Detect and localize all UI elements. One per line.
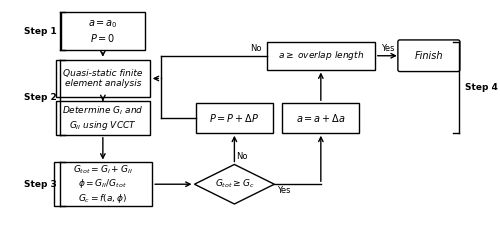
Text: $G_{tot} \geq G_c$: $G_{tot} \geq G_c$ (214, 178, 254, 191)
FancyBboxPatch shape (398, 40, 460, 72)
Text: $a = a_0$
$P = 0$: $a = a_0$ $P = 0$ (88, 18, 118, 44)
Text: No: No (236, 152, 248, 161)
FancyBboxPatch shape (54, 163, 152, 206)
Polygon shape (194, 164, 274, 204)
Text: Yes: Yes (277, 186, 290, 195)
Text: $G_{tot} = G_{I} + G_{II}$
$\phi = G_{II}/G_{tot}$
$G_c = f(a, \phi)$: $G_{tot} = G_{I} + G_{II}$ $\phi = G_{II… (73, 163, 132, 205)
Text: Step 3: Step 3 (24, 180, 57, 189)
Text: $P = P + \Delta P$: $P = P + \Delta P$ (210, 112, 260, 124)
Text: $a \geq$ overlap length: $a \geq$ overlap length (278, 49, 364, 62)
Text: Step 1: Step 1 (24, 27, 57, 36)
Text: Quasi-static finite
element analysis: Quasi-static finite element analysis (63, 69, 142, 88)
Text: Step 2: Step 2 (24, 93, 57, 102)
FancyBboxPatch shape (282, 103, 360, 133)
Text: $a = a + \Delta a$: $a = a + \Delta a$ (296, 112, 346, 124)
Text: Finish: Finish (414, 51, 443, 61)
FancyBboxPatch shape (56, 60, 150, 97)
Text: Yes: Yes (382, 44, 395, 53)
FancyBboxPatch shape (267, 42, 375, 70)
FancyBboxPatch shape (56, 101, 150, 135)
FancyBboxPatch shape (196, 103, 273, 133)
Text: Step 4: Step 4 (464, 83, 498, 92)
Text: No: No (250, 44, 262, 53)
FancyBboxPatch shape (60, 12, 145, 50)
Text: Determine $G_{I}$ and
$G_{II}$ using VCCT: Determine $G_{I}$ and $G_{II}$ using VCC… (62, 104, 144, 132)
